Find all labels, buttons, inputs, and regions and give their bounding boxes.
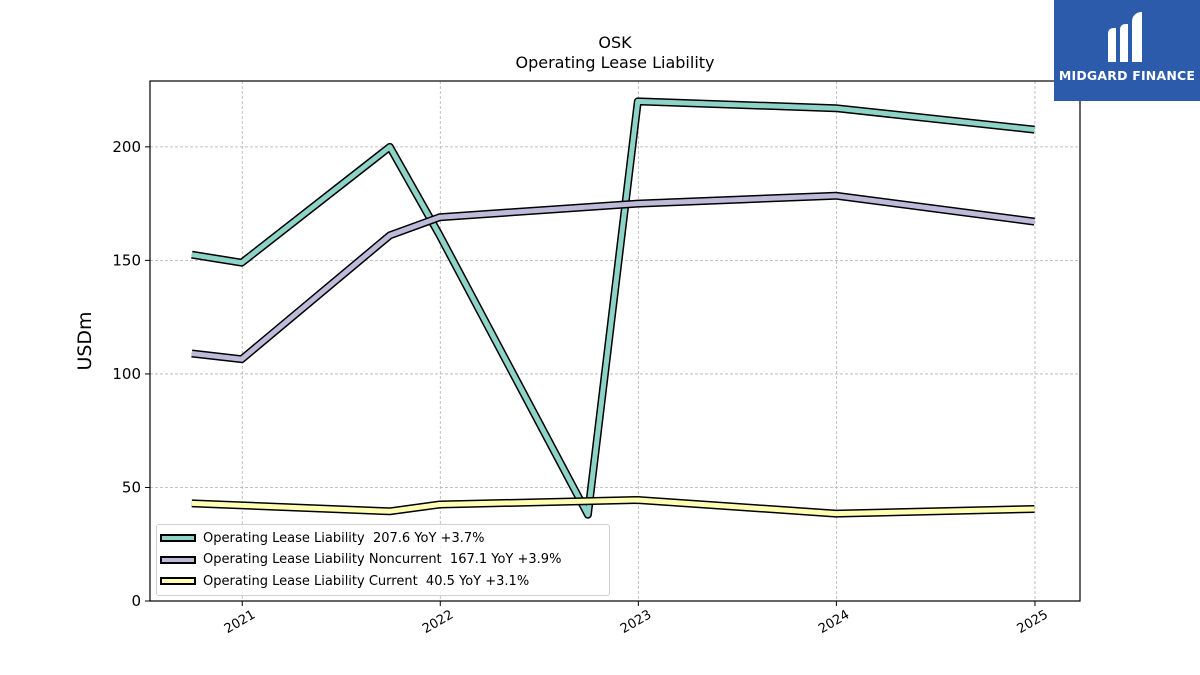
legend-swatch bbox=[160, 577, 196, 585]
x-tick-label: 2024 bbox=[816, 607, 852, 637]
legend-swatch bbox=[160, 555, 196, 564]
series-line-fill bbox=[191, 497, 1035, 517]
grid-lines bbox=[150, 81, 1080, 601]
legend-item: Operating Lease Liability 207.6 YoY +3.7… bbox=[157, 528, 484, 548]
series-line bbox=[191, 496, 1035, 518]
chart-subtitle: Operating Lease Liability bbox=[515, 53, 714, 72]
legend-label: Operating Lease Liability Current 40.5 Y… bbox=[203, 573, 530, 589]
series-line-fill bbox=[191, 98, 1035, 518]
x-tick-label: 2023 bbox=[618, 607, 654, 637]
legend-label: Operating Lease Liability Noncurrent 167… bbox=[203, 552, 562, 567]
series-line bbox=[191, 97, 1035, 519]
y-tick-label: 200 bbox=[112, 138, 141, 156]
y-tick-label: 0 bbox=[131, 592, 141, 610]
legend-label: Operating Lease Liability 207.6 YoY +3.7… bbox=[203, 530, 485, 546]
plot-frame bbox=[149, 80, 1081, 602]
y-axis-label: USDm bbox=[74, 311, 96, 370]
legend-swatch bbox=[160, 534, 196, 542]
logo-text: MIDGARD FINANCE bbox=[1058, 68, 1196, 83]
chart-title: OSK bbox=[598, 33, 632, 52]
x-tick-label: 2021 bbox=[222, 607, 258, 637]
y-tick-label: 50 bbox=[122, 478, 141, 496]
y-tick-label: 150 bbox=[112, 251, 141, 269]
x-tick-label: 2022 bbox=[420, 607, 456, 637]
x-tick-label: 2025 bbox=[1015, 607, 1051, 637]
y-tick-label: 100 bbox=[112, 365, 141, 383]
legend-item: Operating Lease Liability Current 40.5 Y… bbox=[157, 571, 529, 591]
legend-item: Operating Lease Liability Noncurrent 167… bbox=[157, 550, 561, 570]
chart-legend: Operating Lease Liability 207.6 YoY +3.7… bbox=[156, 524, 610, 596]
midgard-m-icon bbox=[1108, 12, 1142, 62]
series-layer bbox=[191, 97, 1035, 519]
series-line bbox=[191, 191, 1035, 364]
series-line-fill bbox=[191, 193, 1035, 362]
brand-logo: MIDGARD FINANCE bbox=[1054, 0, 1200, 101]
